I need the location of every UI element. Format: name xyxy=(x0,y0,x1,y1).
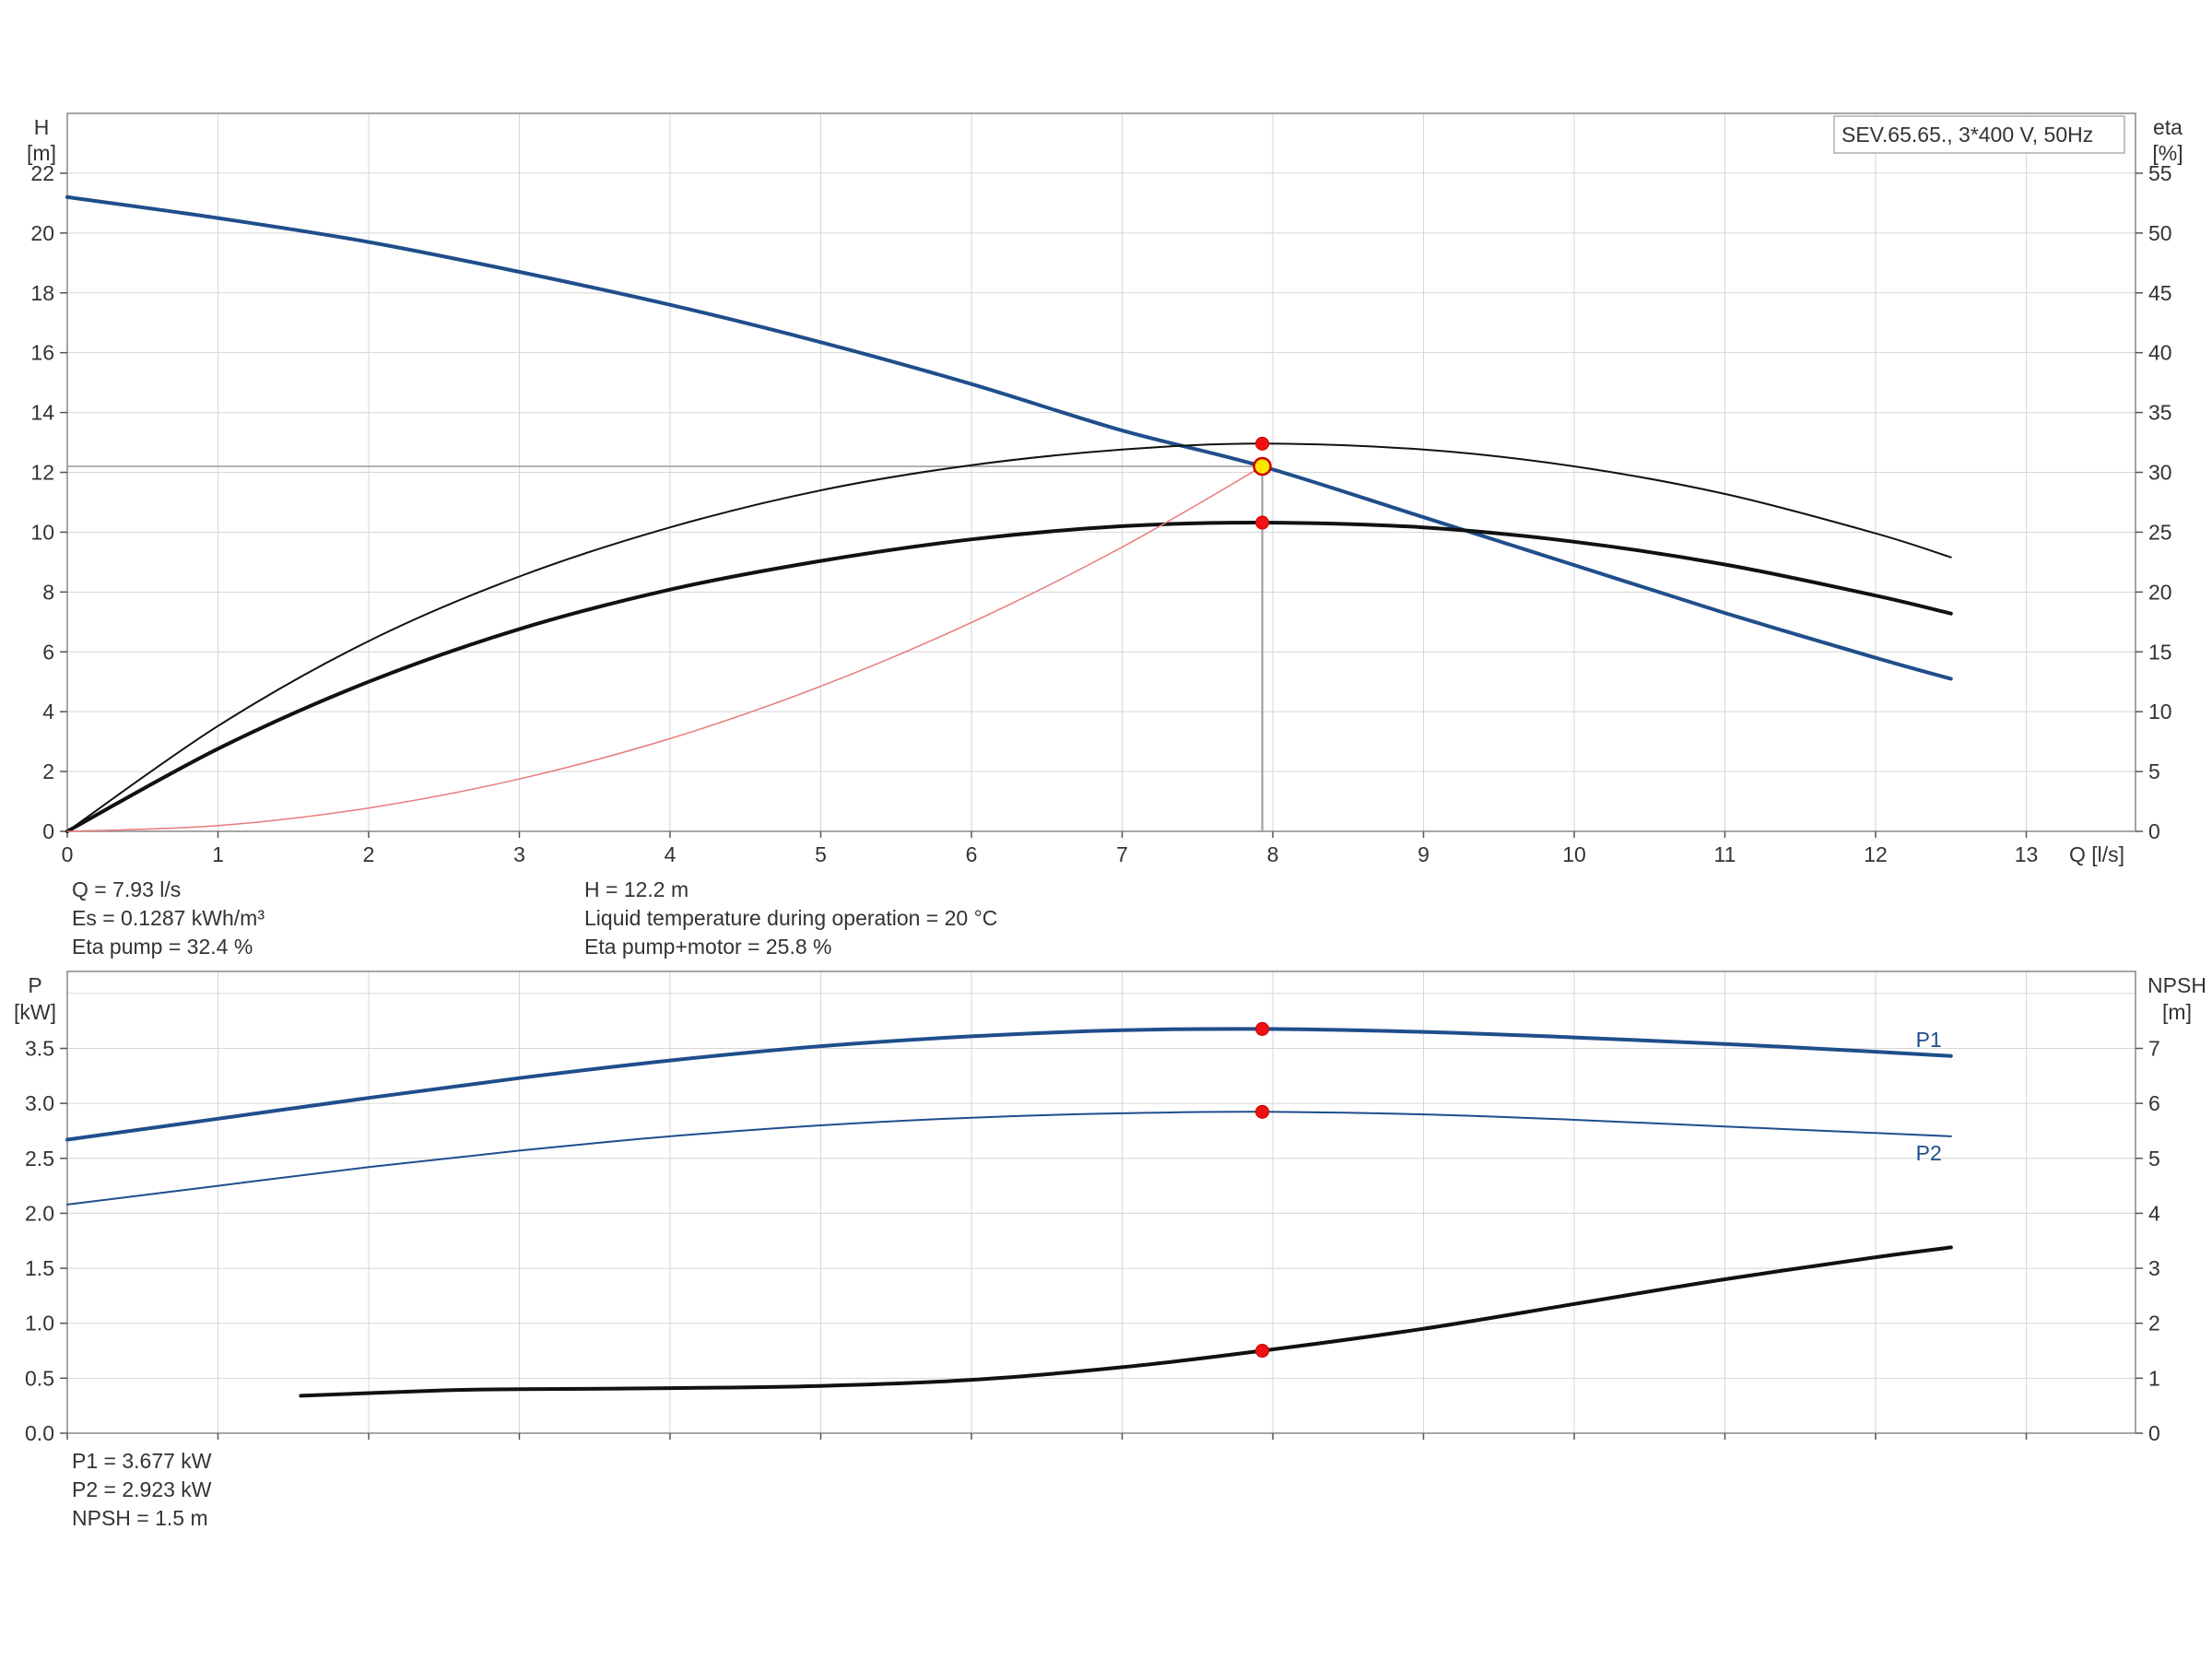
x-tick-label: 9 xyxy=(1418,842,1430,866)
y-tick-label-right: 45 xyxy=(2148,281,2172,305)
series-line-0-1 xyxy=(66,442,1952,832)
readout-top-left: Q = 7.93 l/s Es = 0.1287 kWh/m³ Eta pump… xyxy=(72,876,265,961)
x-tick-label: 11 xyxy=(1714,842,1736,866)
y-tick-label-left: 2 xyxy=(42,759,54,783)
y-tick-label-left: 16 xyxy=(30,341,54,365)
x-tick-label: 3 xyxy=(513,842,525,866)
plot-frame xyxy=(66,971,2136,1434)
y-tick-label-left: 6 xyxy=(42,640,54,664)
y-tick-label-left: 1.5 xyxy=(25,1256,54,1280)
y-tick-label-right: 15 xyxy=(2148,640,2172,664)
y-tick-label-left: 0 xyxy=(42,819,54,843)
y-axis-label-left-name: P xyxy=(28,973,41,997)
y-axis-label-right-name: eta xyxy=(2153,115,2183,139)
y-tick-label-right: 20 xyxy=(2148,580,2172,604)
y-tick-label-right: 4 xyxy=(2148,1201,2160,1225)
y-tick-label-right: 10 xyxy=(2148,700,2172,724)
operating-point-marker xyxy=(1253,456,1272,477)
y-axis-label-left-unit: [kW] xyxy=(14,1000,56,1024)
x-tick-label: 1 xyxy=(212,842,224,866)
series-line-1-2 xyxy=(299,1245,1953,1398)
y-tick-label-right: 5 xyxy=(2148,1147,2160,1171)
readout-p1: P1 = 3.677 kW xyxy=(72,1449,212,1473)
readout-head: H = 12.2 m xyxy=(584,877,689,901)
series-line-0-3 xyxy=(66,465,1264,832)
y-axis-label-right-unit: [%] xyxy=(2152,141,2183,165)
y-axis-label-right-unit: [m] xyxy=(2162,1000,2192,1024)
y-tick-label-left: 2.0 xyxy=(25,1201,54,1225)
y-tick-label-left: 10 xyxy=(30,520,54,544)
y-tick-label-left: 12 xyxy=(30,461,54,485)
x-tick-label: 2 xyxy=(363,842,375,866)
x-tick-label: 4 xyxy=(665,842,677,866)
duty-point-marker xyxy=(1255,1021,1270,1036)
y-tick-label-left: 18 xyxy=(30,281,54,305)
x-tick-label: 5 xyxy=(815,842,827,866)
y-tick-label-left: 8 xyxy=(42,580,54,604)
y-tick-label-right: 1 xyxy=(2148,1366,2160,1390)
y-tick-label-right: 5 xyxy=(2148,759,2160,783)
y-tick-label-left: 22 xyxy=(30,161,54,185)
readout-eta-pump-motor: Eta pump+motor = 25.8 % xyxy=(584,935,832,959)
series-line-0-0 xyxy=(65,194,1953,681)
readout-npsh: NPSH = 1.5 m xyxy=(72,1506,208,1530)
y-tick-label-right: 50 xyxy=(2148,221,2172,245)
y-tick-label-left: 3.5 xyxy=(25,1037,54,1061)
y-tick-label-right: 25 xyxy=(2148,520,2172,544)
x-tick-label: 13 xyxy=(2015,842,2039,866)
y-tick-label-right: 7 xyxy=(2148,1037,2160,1061)
x-tick-label: 10 xyxy=(1562,842,1586,866)
y-tick-label-right: 40 xyxy=(2148,341,2172,365)
y-tick-label-right: 6 xyxy=(2148,1091,2160,1115)
x-tick-label: 12 xyxy=(1864,842,1888,866)
y-tick-label-left: 3.0 xyxy=(25,1091,54,1115)
readout-liquid-temp: Liquid temperature during operation = 20… xyxy=(584,906,998,930)
y-axis-label-right-name: NPSH xyxy=(2147,973,2206,997)
y-tick-label-left: 0.0 xyxy=(25,1421,54,1445)
readout-p2: P2 = 2.923 kW xyxy=(72,1477,212,1501)
y-tick-label-left: 4 xyxy=(42,700,54,724)
y-tick-label-right: 0 xyxy=(2148,1421,2160,1445)
duty-point-marker xyxy=(1255,1104,1270,1119)
y-tick-label-left: 14 xyxy=(30,401,54,425)
x-tick-label: 0 xyxy=(62,842,74,866)
series-label-p1: P1 xyxy=(1916,1028,1942,1052)
x-tick-label: 7 xyxy=(1116,842,1128,866)
y-tick-label-right: 55 xyxy=(2148,161,2172,185)
duty-point-marker xyxy=(1255,515,1270,530)
readout-bottom: P1 = 3.677 kW P2 = 2.923 kW NPSH = 1.5 m xyxy=(72,1447,212,1533)
y-tick-label-right: 2 xyxy=(2148,1312,2160,1335)
readout-top-right: H = 12.2 m Liquid temperature during ope… xyxy=(584,876,997,961)
x-axis-label: Q [l/s] xyxy=(2069,842,2124,866)
y-tick-label-left: 0.5 xyxy=(25,1366,54,1390)
series-line-p1 xyxy=(65,1027,1953,1142)
duty-point-marker xyxy=(1255,1344,1270,1359)
y-tick-label-right: 3 xyxy=(2148,1256,2160,1280)
y-tick-label-left: 1.0 xyxy=(25,1312,54,1335)
y-tick-label-left: 20 xyxy=(30,221,54,245)
y-axis-label-left-name: H xyxy=(34,115,50,139)
y-tick-label-right: 30 xyxy=(2148,461,2172,485)
duty-point-marker xyxy=(1255,436,1270,451)
title-box xyxy=(1833,115,2125,154)
series-line-p2 xyxy=(66,1111,1952,1206)
series-line-0-2 xyxy=(65,520,1953,833)
readout-energy: Es = 0.1287 kWh/m³ xyxy=(72,906,265,930)
y-axis-label-left-unit: [m] xyxy=(27,141,56,165)
series-label-p2: P2 xyxy=(1916,1141,1942,1165)
readout-flow: Q = 7.93 l/s xyxy=(72,877,182,901)
y-tick-label-right: 0 xyxy=(2148,819,2160,843)
chart-title: SEV.65.65., 3*400 V, 50Hz xyxy=(1841,123,2093,147)
readout-eta-pump: Eta pump = 32.4 % xyxy=(72,935,253,959)
x-tick-label: 8 xyxy=(1267,842,1279,866)
x-tick-label: 6 xyxy=(966,842,978,866)
y-tick-label-right: 35 xyxy=(2148,401,2172,425)
y-tick-label-left: 2.5 xyxy=(25,1147,54,1171)
